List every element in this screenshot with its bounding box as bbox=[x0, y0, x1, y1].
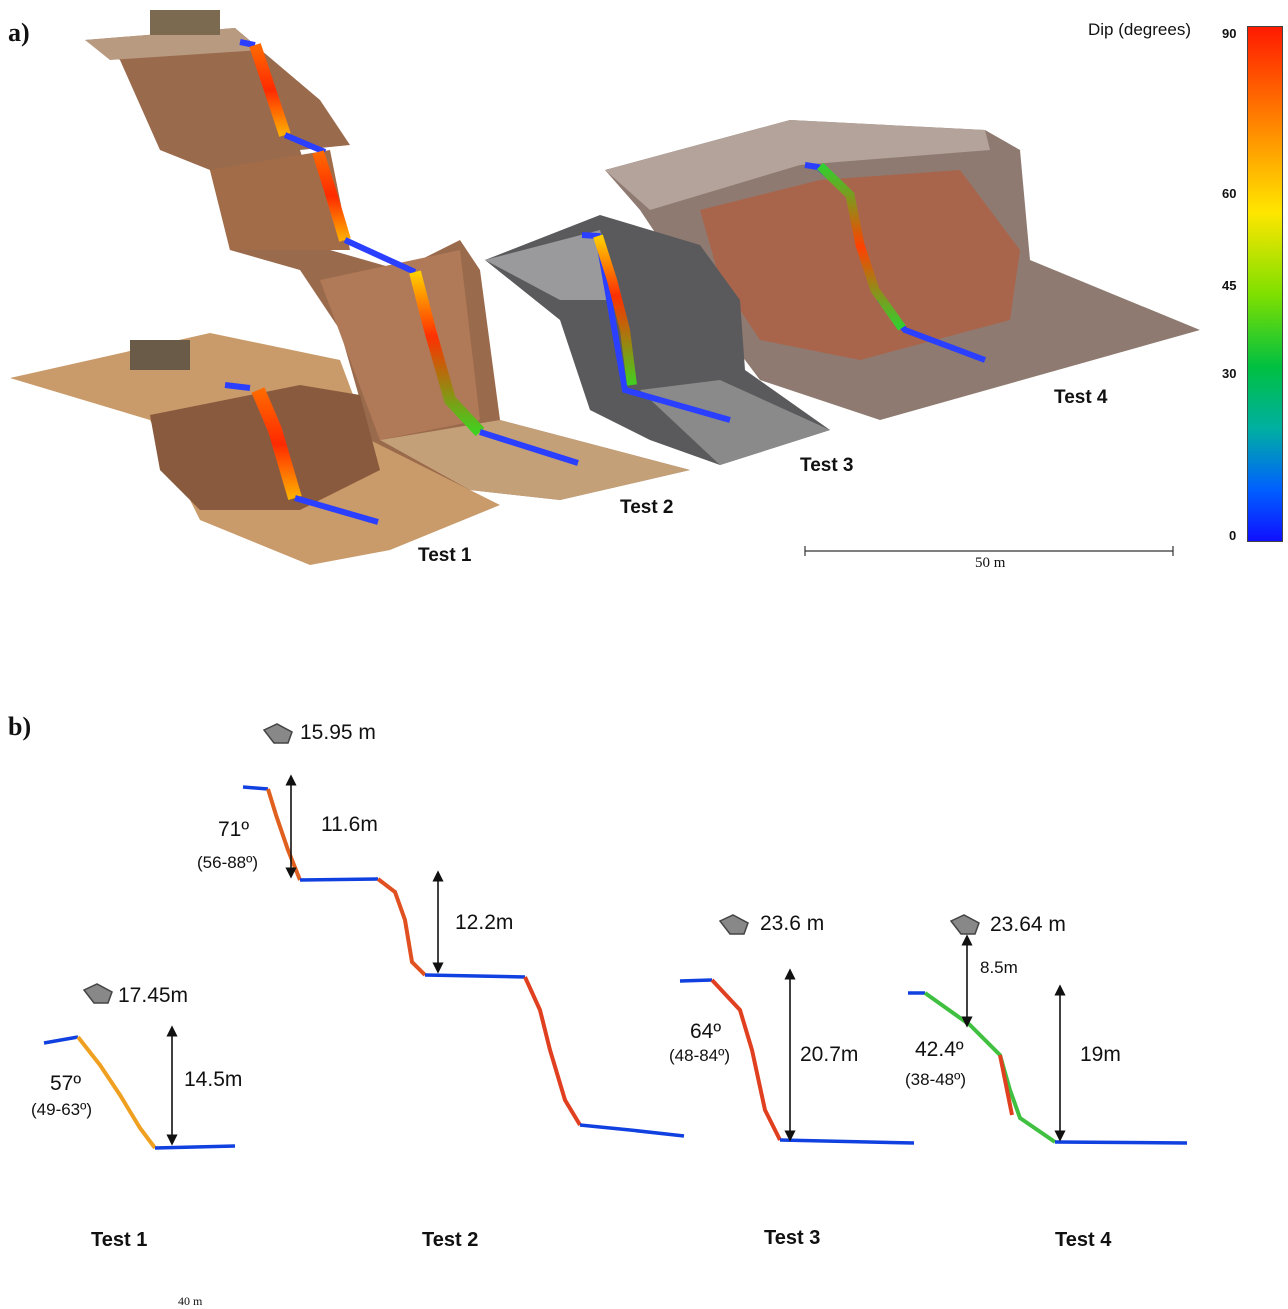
test4-offset: 8.5m bbox=[980, 958, 1018, 977]
test4-distance: 23.64 m bbox=[990, 913, 1066, 936]
panel-b-scale-label: 40 m bbox=[178, 1294, 203, 1308]
point-cloud-scene bbox=[10, 10, 1200, 565]
test4-profile bbox=[908, 934, 1188, 1145]
test3-distance: 23.6 m bbox=[760, 912, 825, 935]
panel-a-scale-label: 50 m bbox=[975, 555, 1006, 571]
colorbar-tick-90: 90 bbox=[1222, 26, 1237, 41]
panel-a-test2-label: Test 2 bbox=[620, 497, 674, 518]
colorbar-tick-30: 30 bbox=[1222, 366, 1237, 381]
colorbar-tick-60: 60 bbox=[1222, 186, 1237, 201]
test1-range: (49-63º) bbox=[31, 1100, 93, 1119]
panel-b-test2-label: Test 2 bbox=[422, 1229, 479, 1251]
drone-icon bbox=[718, 914, 749, 935]
drone-icon bbox=[262, 723, 293, 744]
test2-angle: 71º bbox=[218, 818, 250, 841]
colorbar-title: Dip (degrees) bbox=[1088, 20, 1191, 39]
test2-height-lower: 12.2m bbox=[455, 911, 514, 934]
panel-a-test4-label: Test 4 bbox=[1054, 387, 1108, 408]
test1-distance: 17.45m bbox=[118, 984, 189, 1007]
test2-point-cloud bbox=[85, 10, 690, 500]
test4-angle: 42.4º bbox=[915, 1038, 964, 1061]
test3-point-cloud bbox=[485, 215, 830, 465]
test2-height-upper: 11.6m bbox=[321, 813, 378, 836]
test1-height: 14.5m bbox=[184, 1068, 243, 1091]
profiles-svg bbox=[43, 723, 1188, 1150]
drone-icon bbox=[949, 914, 980, 935]
test1-angle: 57º bbox=[50, 1072, 82, 1095]
colorbar-tick-0: 0 bbox=[1229, 528, 1237, 543]
test2-profile bbox=[242, 774, 685, 1138]
test1-profile bbox=[43, 1025, 236, 1150]
drone-icon bbox=[82, 983, 113, 1004]
test2-range: (56-88º) bbox=[197, 853, 259, 872]
colorbar bbox=[1247, 26, 1283, 542]
test4-point-cloud bbox=[605, 120, 1200, 420]
test3-range: (48-84º) bbox=[669, 1046, 731, 1065]
panel-a-label: a) bbox=[8, 18, 30, 47]
test1-point-cloud bbox=[10, 333, 500, 565]
test3-height: 20.7m bbox=[800, 1043, 859, 1066]
panel-b-test3-label: Test 3 bbox=[764, 1227, 821, 1249]
test4-height: 19m bbox=[1080, 1043, 1121, 1066]
panel-a-test3-label: Test 3 bbox=[800, 455, 854, 476]
test4-range: (38-48º) bbox=[905, 1070, 967, 1089]
panel-b-test1-label: Test 1 bbox=[91, 1229, 148, 1251]
test2-distance: 15.95 m bbox=[300, 721, 376, 744]
colorbar-tick-45: 45 bbox=[1222, 278, 1237, 293]
test3-angle: 64º bbox=[690, 1020, 722, 1043]
panel-b-label: b) bbox=[8, 712, 32, 741]
panel-b-test4-label: Test 4 bbox=[1055, 1229, 1112, 1251]
test3-profile bbox=[679, 968, 915, 1145]
panel-a-test1-label: Test 1 bbox=[418, 545, 472, 566]
panel-a-scale-bar bbox=[804, 546, 1174, 556]
